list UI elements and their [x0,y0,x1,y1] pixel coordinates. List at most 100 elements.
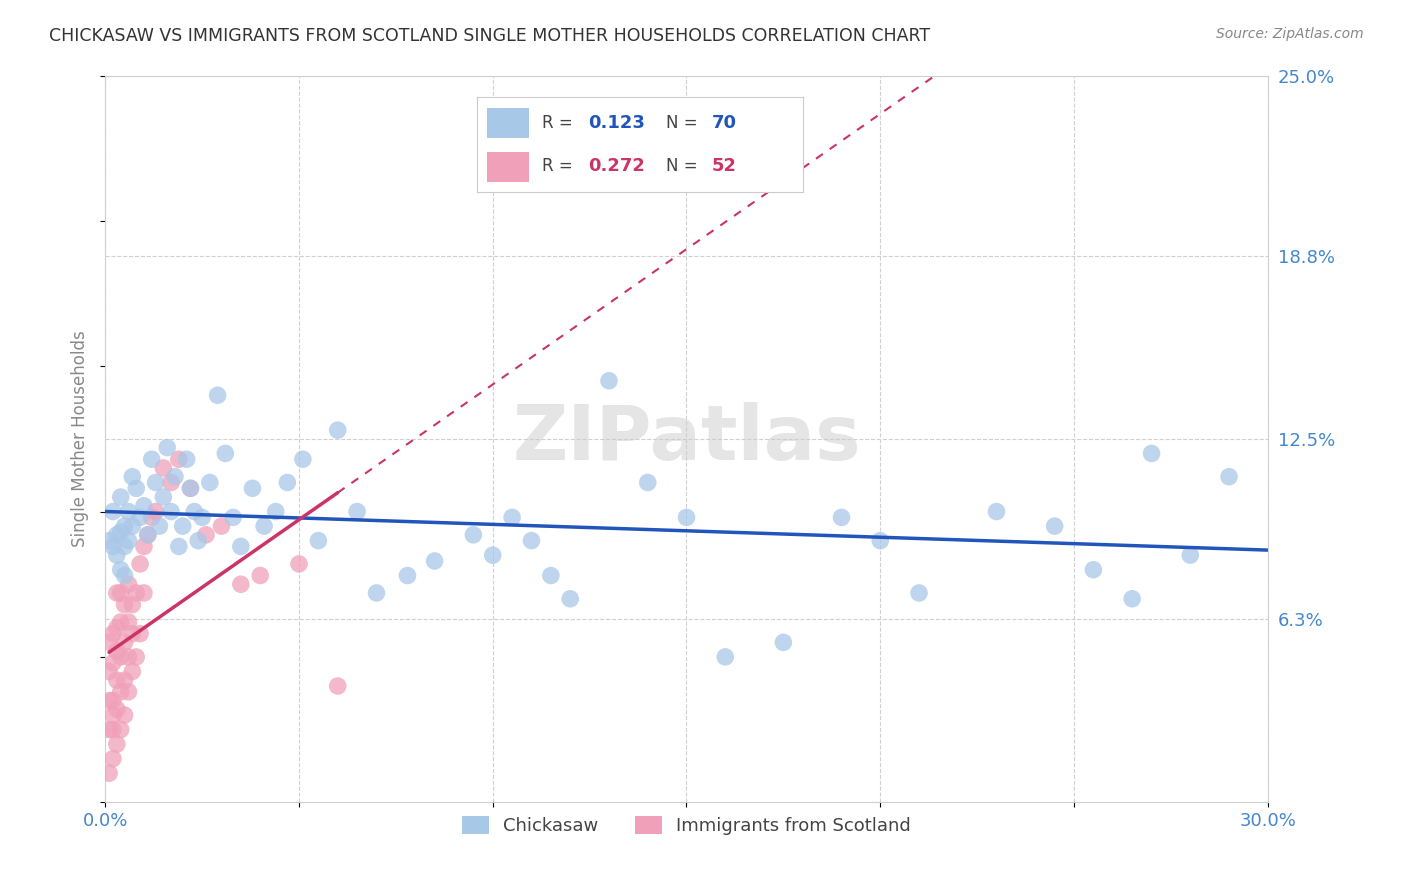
Point [117,505,139,519]
Point [105,702,128,716]
Point [98,635,121,649]
Point [105,644,128,658]
Point [156,441,179,455]
Point [1121,591,1143,606]
Point [198,475,221,490]
Point [101,708,124,723]
Point [114,635,136,649]
Point [326,679,349,693]
Point [288,557,311,571]
Point [187,533,209,548]
Point [179,481,201,495]
Point [326,423,349,437]
Point [152,490,174,504]
Point [207,388,229,402]
Point [396,568,419,582]
Point [101,752,124,766]
Point [121,665,143,679]
Point [908,586,931,600]
Point [105,528,128,542]
Point [98,665,121,679]
Legend: Chickasaw, Immigrants from Scotland: Chickasaw, Immigrants from Scotland [453,806,920,844]
Point [264,505,287,519]
Point [129,510,152,524]
Point [1180,548,1202,562]
Point [117,685,139,699]
Point [101,693,124,707]
Point [366,586,388,600]
Point [423,554,446,568]
Point [114,708,136,723]
Point [501,510,523,524]
Point [229,540,252,554]
Point [114,598,136,612]
Point [307,533,329,548]
Point [117,577,139,591]
Point [132,586,155,600]
Point [481,548,503,562]
Point [129,557,152,571]
Point [253,519,276,533]
Point [463,528,485,542]
Point [560,591,582,606]
Point [986,505,1008,519]
Point [101,626,124,640]
Point [114,568,136,582]
Point [172,519,194,533]
Point [110,723,132,737]
Point [141,452,163,467]
Point [772,635,794,649]
Point [121,626,143,640]
Point [160,505,183,519]
Point [132,499,155,513]
Point [117,649,139,664]
Point [211,519,233,533]
Point [191,510,214,524]
Point [114,673,136,688]
Point [105,621,128,635]
Point [176,452,198,467]
Text: ZIPatlas: ZIPatlas [512,402,860,476]
Point [1218,469,1240,483]
Point [167,452,190,467]
Point [214,446,236,460]
Point [110,685,132,699]
Point [117,615,139,629]
Point [1140,446,1163,460]
Point [152,461,174,475]
Point [831,510,853,524]
Point [110,563,132,577]
Point [141,510,163,524]
Point [117,533,139,548]
Point [101,723,124,737]
Point [125,649,148,664]
Point [520,533,543,548]
Point [222,510,245,524]
Point [110,586,132,600]
Point [249,568,271,582]
Point [105,548,128,562]
Point [101,540,124,554]
Point [242,481,264,495]
Point [129,626,152,640]
Y-axis label: Single Mother Households: Single Mother Households [72,331,89,548]
Point [346,505,368,519]
Point [229,577,252,591]
Point [110,490,132,504]
Point [132,540,155,554]
Point [110,615,132,629]
Point [1043,519,1066,533]
Point [114,540,136,554]
Point [167,540,190,554]
Point [148,519,170,533]
Point [125,481,148,495]
Point [163,469,186,483]
Point [145,505,167,519]
Text: Source: ZipAtlas.com: Source: ZipAtlas.com [1216,27,1364,41]
Point [291,452,314,467]
Point [110,524,132,539]
Point [101,656,124,670]
Point [136,528,159,542]
Point [114,519,136,533]
Point [276,475,298,490]
